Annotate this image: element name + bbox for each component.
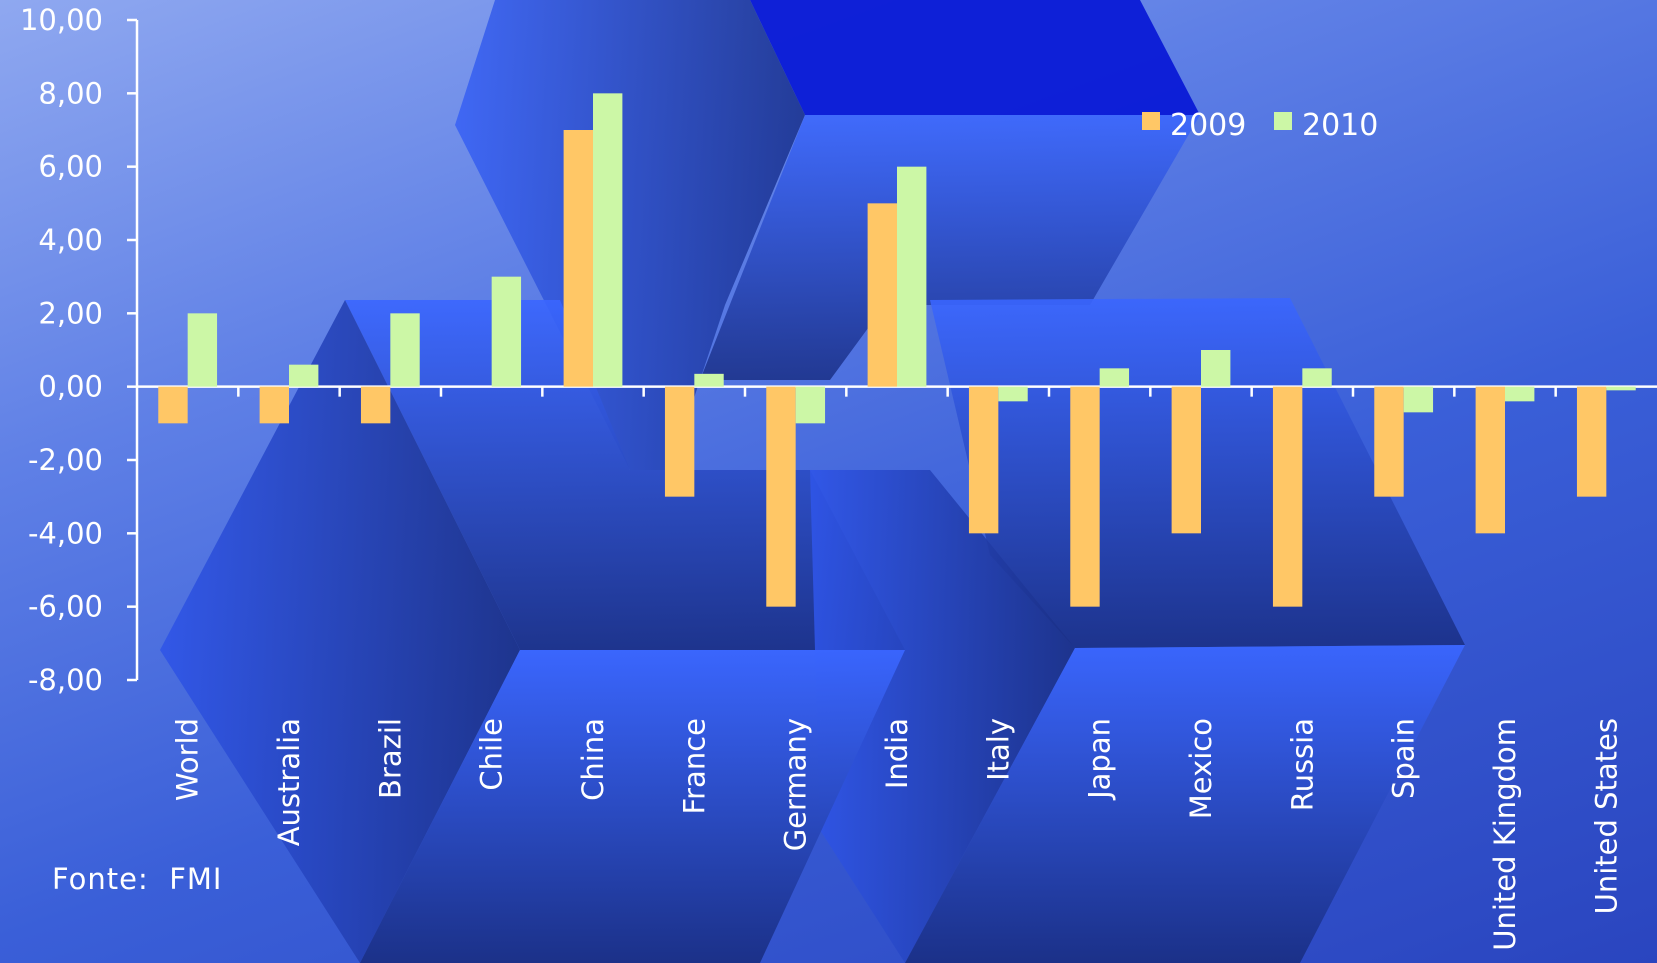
category-label: France [677, 718, 711, 814]
category-label: Brazil [373, 718, 407, 799]
bar-2010-chile [491, 276, 522, 387]
bar-2010-australia [289, 364, 319, 387]
category-label: Japan [1083, 718, 1117, 801]
y-tick-label: 2,00 [38, 296, 103, 330]
y-tick-label: -6,00 [28, 590, 103, 624]
bar-2009-brazil [360, 386, 391, 424]
category-label: India [880, 718, 914, 789]
category-label: Russia [1285, 718, 1319, 811]
legend-label-2010: 2010 [1302, 108, 1378, 143]
category-label: Germany [779, 718, 813, 851]
bar-2010-russia [1302, 368, 1332, 387]
bar-2010-italy [998, 386, 1028, 402]
legend: 2009 2010 [1142, 108, 1378, 143]
bar-2010-united-kingdom [1505, 386, 1535, 402]
bar-2010-france [694, 373, 724, 387]
bar-2010-united-states [1606, 386, 1636, 391]
category-label: United States [1589, 718, 1623, 914]
bar-2010-india [897, 166, 927, 387]
y-tick-label: -4,00 [28, 516, 103, 550]
bar-2009-japan [1070, 386, 1100, 607]
legend-swatch-2009 [1142, 112, 1160, 130]
bar-2010-brazil [390, 313, 420, 387]
legend-label-2009: 2009 [1170, 108, 1246, 143]
legend-swatch-2010 [1274, 112, 1292, 130]
bar-2010-china [593, 93, 623, 387]
y-tick-label: -8,00 [28, 663, 103, 697]
category-label: Australia [272, 718, 306, 846]
bar-2009-china [563, 130, 593, 387]
y-axis: 10,00 8,00 6,00 4,00 2,00 0,00 -2,00 -4,00 -6,00… [20, 3, 139, 697]
category-labels: World Australia Brazil Chile China France Germ… [171, 718, 1624, 951]
category-label: Mexico [1184, 718, 1218, 819]
bar-2009-australia [259, 386, 289, 424]
bar-2009-united-states [1576, 386, 1607, 497]
category-label: Italy [981, 718, 1015, 781]
y-tick-label: -2,00 [28, 443, 103, 477]
bar-2010-mexico [1201, 350, 1231, 387]
category-label: Spain [1387, 718, 1421, 799]
category-label: China [576, 718, 610, 801]
bars [158, 93, 1636, 607]
y-tick-label: 6,00 [38, 150, 103, 184]
y-tick-label: 8,00 [38, 76, 103, 110]
category-label: United Kingdom [1488, 718, 1522, 951]
bar-2009-mexico [1171, 386, 1201, 534]
bar-2009-russia [1272, 386, 1303, 607]
bar-2010-spain [1403, 386, 1434, 413]
y-tick-label: 10,00 [20, 3, 103, 37]
y-tick-label: 4,00 [38, 223, 103, 257]
bar-2009-spain [1374, 386, 1404, 497]
bar-2009-italy [968, 386, 999, 534]
bar-2009-france [664, 386, 695, 497]
bar-2009-germany [766, 386, 796, 607]
category-label: Chile [475, 718, 509, 791]
bar-2009-world [158, 386, 188, 424]
bar-2009-india [867, 203, 897, 387]
source-note: Fonte: FMI [52, 862, 223, 896]
bar-2009-united-kingdom [1475, 386, 1505, 534]
bar-2010-world [187, 313, 218, 387]
category-label: World [171, 718, 205, 801]
bar-2010-germany [795, 386, 826, 424]
bar-2010-japan [1099, 368, 1130, 387]
y-tick-label: 0,00 [38, 370, 103, 404]
